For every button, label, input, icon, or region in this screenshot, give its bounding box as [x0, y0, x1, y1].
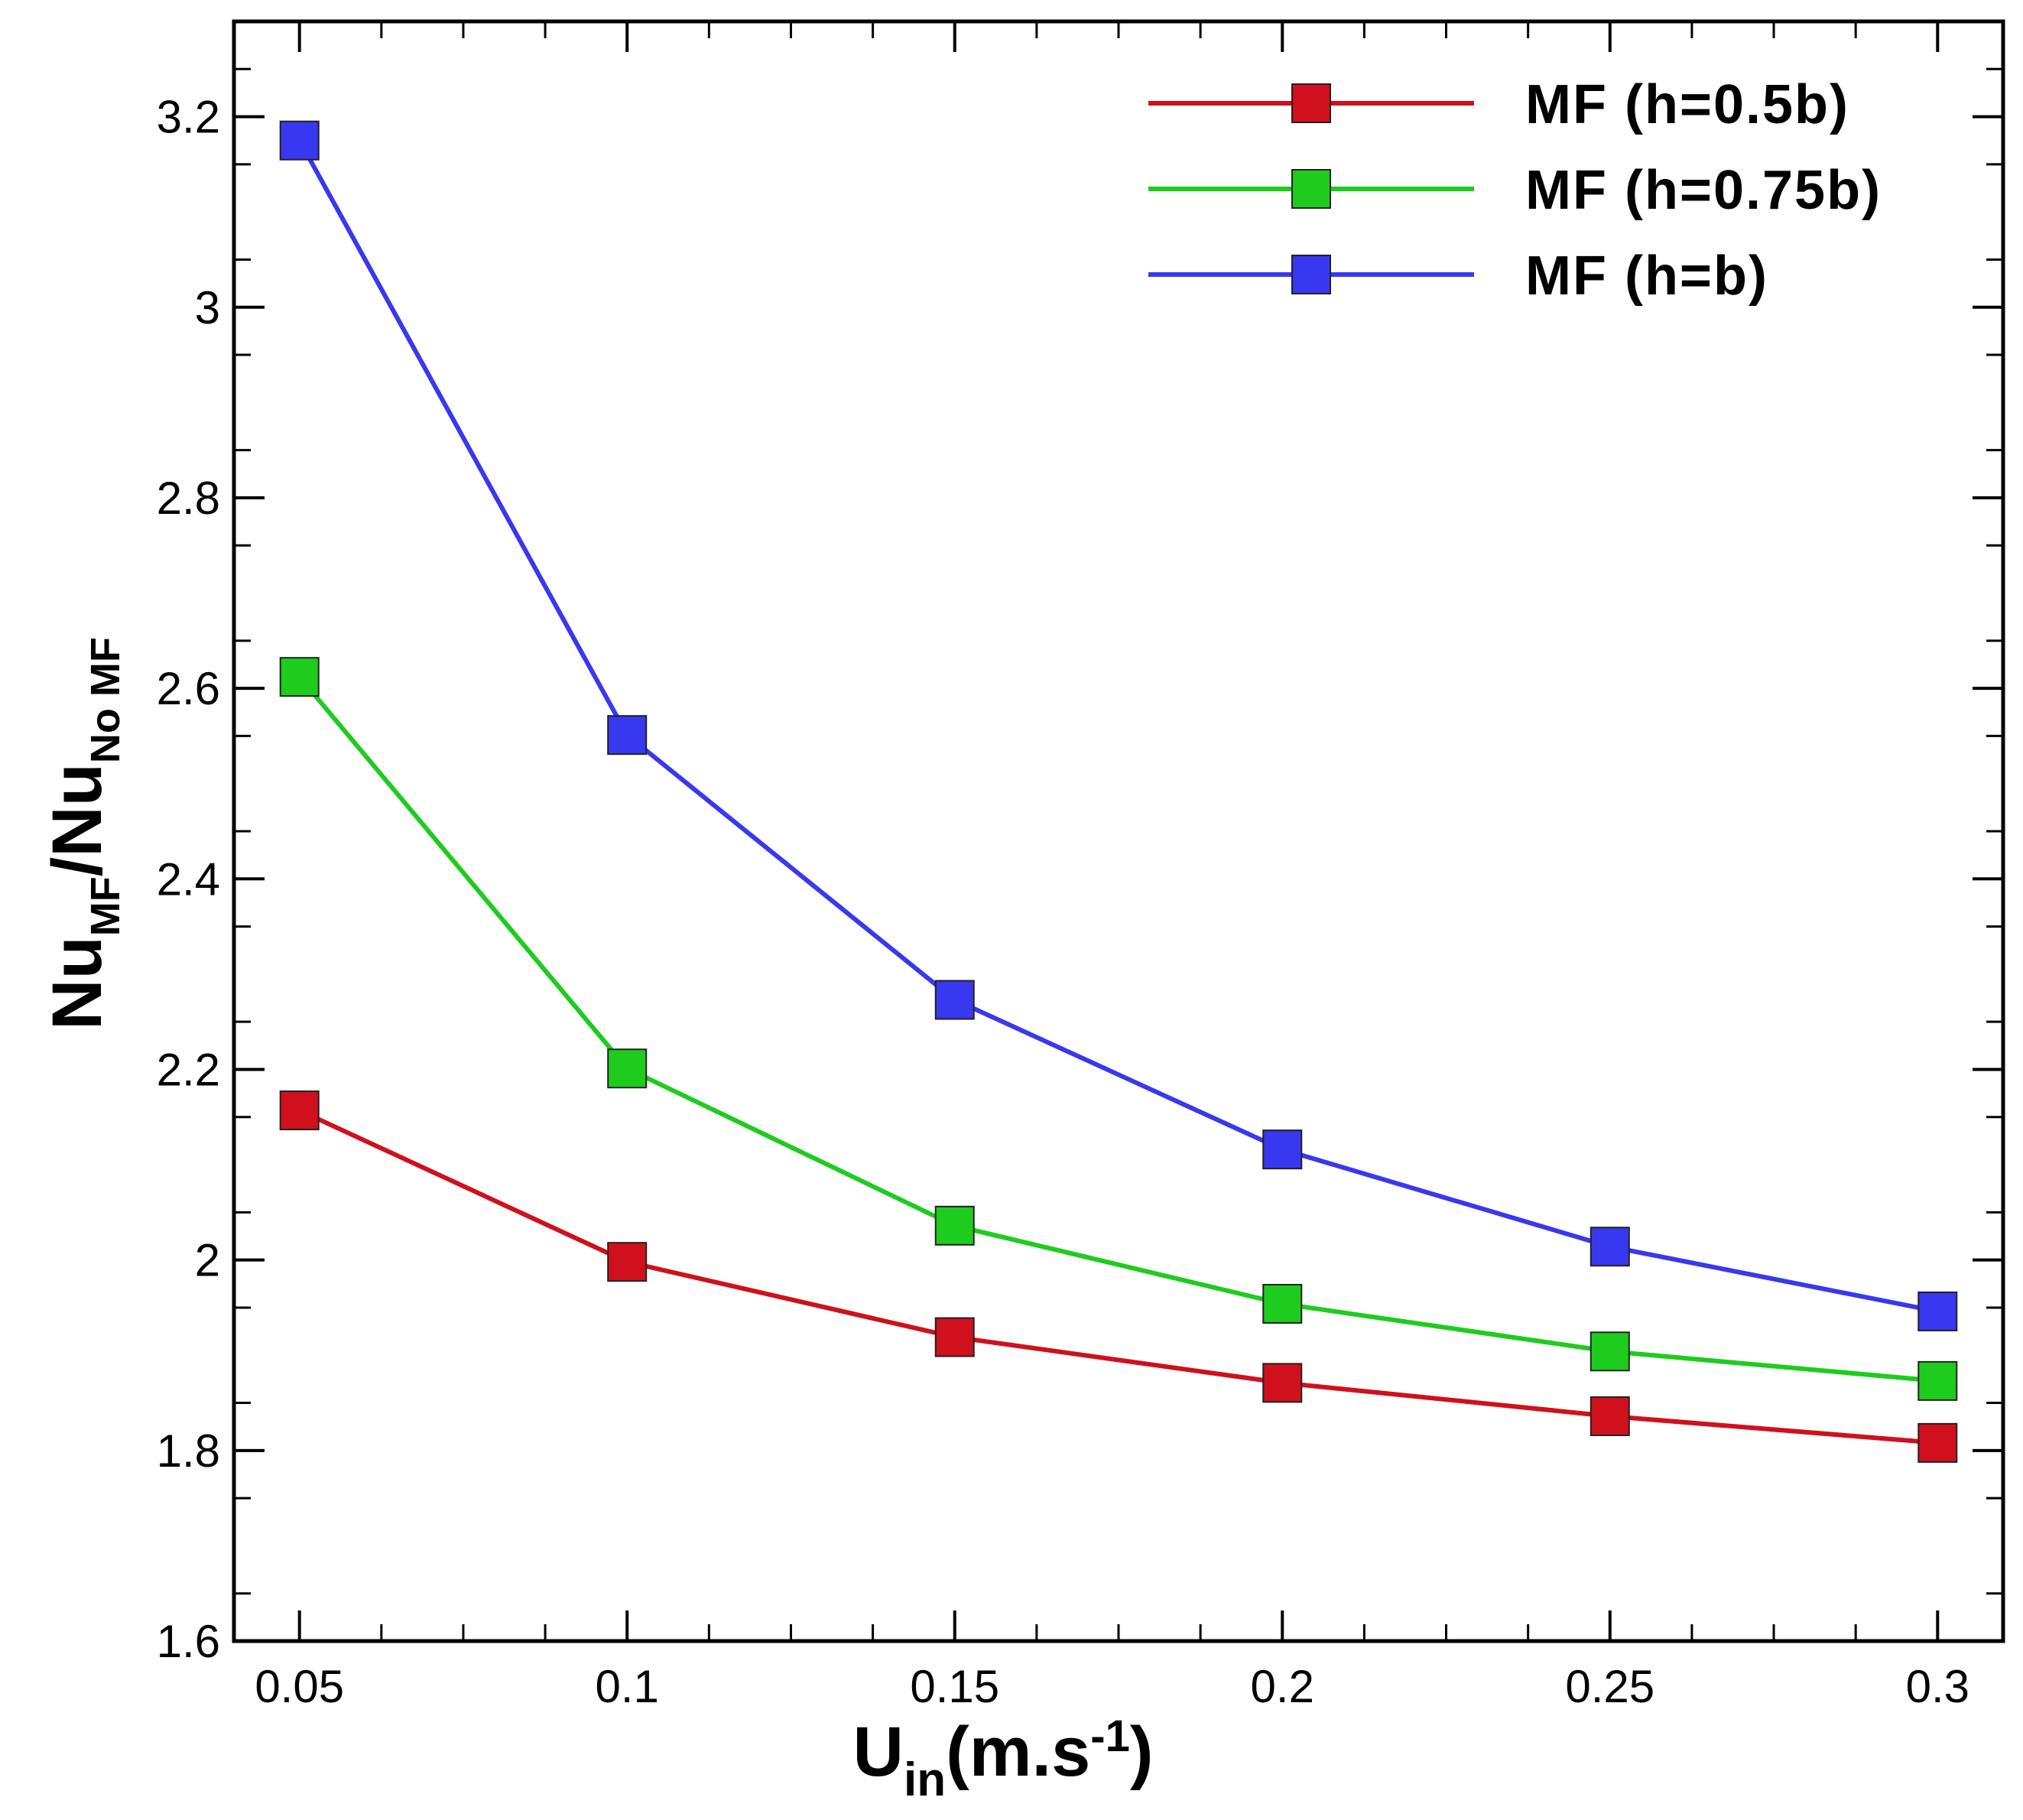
data-point-marker	[1590, 1227, 1630, 1267]
y-axis-title-main1: Nu	[38, 936, 116, 1030]
series-line	[297, 139, 1938, 1314]
y-tick-label: 2.6	[157, 663, 220, 714]
x-axis-title-sub: in	[904, 1753, 946, 1806]
y-tick-label: 2.8	[157, 473, 220, 524]
series-line	[298, 1108, 1938, 1445]
data-point-marker	[1262, 1283, 1303, 1324]
data-point-marker	[607, 715, 648, 756]
series-layer	[279, 120, 1958, 1463]
x-tick-label: 0.15	[910, 1661, 999, 1712]
data-point-marker	[279, 657, 320, 697]
y-axis-title-sub1: MF	[83, 876, 128, 936]
x-tick-label: 0.25	[1565, 1661, 1654, 1712]
legend-marker	[1291, 255, 1331, 294]
legend-label: MF (h=0.5b)	[1525, 74, 1849, 135]
y-axis-title: NuMF/NuNo MF	[38, 637, 128, 1030]
x-axis-title-unit-close: )	[1130, 1713, 1154, 1791]
x-tick-labels: 0.05 0.1 0.15 0.2 0.25 0.3	[255, 1661, 1969, 1712]
legend: MF (h=0.5b) MF (h=0.75b) MF (h=b)	[1148, 74, 1882, 307]
y-axis-title-sub2: No MF	[83, 637, 128, 763]
x-tick-label: 0.05	[255, 1661, 344, 1712]
y-tick-labels: 1.6 1.8 2 2.2 2.4 2.6 2.8 3 3.2	[157, 92, 220, 1667]
data-point-marker	[607, 1048, 648, 1089]
data-point-marker	[1917, 1422, 1958, 1463]
data-point-marker	[1590, 1396, 1630, 1436]
y-tick-label: 1.6	[157, 1616, 220, 1667]
x-axis-title: Uin(m.s-1)	[853, 1711, 1154, 1806]
y-tick-label: 3.2	[157, 92, 220, 143]
legend-item: MF (h=b)	[1148, 245, 1768, 307]
y-tick-label: 2.2	[157, 1044, 220, 1095]
x-tick-label: 0.3	[1906, 1661, 1969, 1712]
x-axis-title-unit-open: (m.s	[946, 1713, 1090, 1791]
y-tick-label: 3	[195, 282, 220, 333]
data-point-marker	[934, 980, 975, 1020]
axis-ticks	[234, 21, 2003, 1643]
x-axis-title-main: U	[853, 1713, 904, 1791]
x-tick-label: 0.1	[596, 1661, 659, 1712]
legend-marker	[1291, 169, 1331, 209]
data-point-marker	[1590, 1331, 1630, 1372]
legend-label: MF (h=b)	[1525, 245, 1768, 307]
data-point-marker	[279, 1090, 320, 1131]
legend-marker	[1291, 83, 1331, 123]
legend-label: MF (h=0.75b)	[1525, 160, 1882, 221]
y-axis-title-main2: Nu	[38, 763, 116, 857]
y-tick-label: 2.4	[157, 853, 220, 905]
data-point-marker	[1262, 1363, 1303, 1403]
legend-item: MF (h=0.75b)	[1148, 160, 1882, 221]
data-point-marker	[1917, 1291, 1958, 1331]
legend-item: MF (h=0.5b)	[1148, 74, 1849, 135]
data-point-marker	[934, 1317, 975, 1357]
x-axis-title-unit-sup: -1	[1090, 1711, 1130, 1761]
x-tick-label: 0.2	[1251, 1661, 1314, 1712]
y-tick-label: 2	[195, 1235, 220, 1286]
y-tick-label: 1.8	[157, 1425, 220, 1477]
data-point-marker	[607, 1242, 648, 1282]
data-point-marker	[1262, 1129, 1303, 1170]
series-line	[297, 675, 1938, 1383]
data-point-marker	[934, 1205, 975, 1246]
y-axis-title-slash: /	[38, 857, 116, 877]
data-point-marker	[1917, 1360, 1958, 1401]
data-point-marker	[279, 120, 320, 161]
